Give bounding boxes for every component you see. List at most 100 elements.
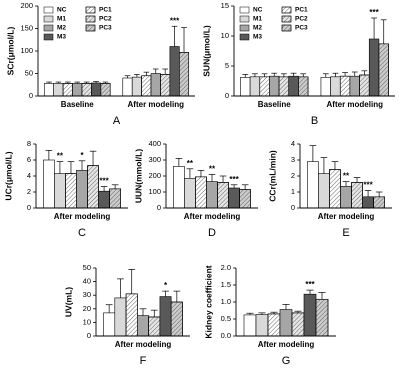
bar-hatch bbox=[315, 298, 329, 337]
bar bbox=[349, 75, 360, 97]
legend-hatch bbox=[281, 6, 292, 14]
y-tick-label: 400 bbox=[148, 139, 161, 148]
x-tick-label: After modeling bbox=[327, 100, 384, 109]
y-axis-label: UUN(mmol/L) bbox=[133, 149, 143, 203]
panel-letter: B bbox=[311, 115, 318, 127]
bar bbox=[240, 77, 251, 97]
bar-hatch bbox=[291, 312, 305, 337]
y-axis-label: SUN(μmol/L) bbox=[201, 25, 211, 77]
panel-letter: D bbox=[208, 227, 216, 239]
legend-label: PC1 bbox=[99, 7, 112, 14]
y-tick-label: 0 bbox=[27, 203, 31, 212]
bar bbox=[169, 46, 180, 97]
bar-hatch bbox=[298, 76, 309, 97]
legend-label: PC1 bbox=[295, 7, 308, 14]
bar bbox=[307, 161, 319, 209]
bar bbox=[76, 170, 88, 209]
bar-hatch bbox=[259, 76, 270, 97]
legend-swatch bbox=[43, 15, 54, 23]
bar-hatch bbox=[100, 83, 111, 97]
bar-hatch bbox=[373, 196, 385, 209]
bar-hatch bbox=[141, 75, 152, 97]
significance-label: * bbox=[80, 151, 84, 160]
y-tick-label: 40 bbox=[83, 277, 91, 286]
legend-hatch bbox=[281, 15, 292, 23]
bar-hatch bbox=[339, 75, 351, 97]
bar-hatch bbox=[217, 182, 229, 209]
legend-label: M3 bbox=[57, 34, 66, 41]
y-tick-label: 0 bbox=[87, 331, 91, 340]
y-tick-label: 20 bbox=[83, 304, 91, 313]
y-tick-label: 6 bbox=[27, 155, 31, 164]
x-tick-label: After modeling bbox=[128, 100, 185, 109]
bar-hatch bbox=[109, 188, 121, 209]
bar-hatch bbox=[179, 52, 190, 97]
x-tick-label: After modeling bbox=[318, 212, 375, 221]
legend-label: PC3 bbox=[99, 25, 112, 32]
bar-hatch bbox=[65, 173, 77, 209]
y-tick-label: 3 bbox=[291, 155, 295, 164]
x-tick-label: After modeling bbox=[115, 340, 172, 349]
y-tick-label: 0 bbox=[29, 91, 33, 100]
legend-label: PC3 bbox=[295, 25, 308, 32]
y-tick-label: 30 bbox=[83, 290, 91, 299]
legend-hatch bbox=[281, 24, 292, 32]
bar bbox=[43, 83, 54, 97]
legend-swatch bbox=[239, 33, 250, 41]
legend-label: M3 bbox=[253, 34, 262, 41]
y-tick-label: 2.0 bbox=[221, 263, 231, 272]
panel-letter: C bbox=[78, 227, 86, 239]
bar bbox=[173, 166, 185, 209]
significance-label: *** bbox=[369, 8, 379, 17]
legend-swatch bbox=[43, 24, 54, 32]
y-tick-label: 2 bbox=[27, 187, 31, 196]
bar bbox=[320, 77, 331, 97]
bar bbox=[131, 76, 142, 97]
legend-swatch bbox=[43, 6, 54, 14]
y-tick-label: 100 bbox=[20, 46, 33, 55]
y-axis-label: CCr(mL/min) bbox=[267, 150, 277, 202]
legend-label: M1 bbox=[253, 16, 262, 23]
y-tick-label: 15 bbox=[221, 1, 229, 10]
legend-label: NC bbox=[253, 7, 263, 14]
bar bbox=[53, 83, 64, 97]
significance-label: ** bbox=[187, 159, 194, 168]
bar bbox=[303, 293, 317, 337]
panel-letter: G bbox=[282, 355, 291, 367]
legend-swatch bbox=[239, 15, 250, 23]
bar-hatch bbox=[125, 293, 138, 337]
y-tick-label: 10 bbox=[83, 317, 91, 326]
legend-hatch bbox=[85, 24, 96, 32]
bar bbox=[255, 314, 269, 337]
y-tick-label: 0 bbox=[291, 203, 295, 212]
x-tick-label: Baseline bbox=[61, 100, 94, 109]
x-tick-label: Baseline bbox=[258, 100, 291, 109]
bar bbox=[330, 76, 341, 97]
bar bbox=[150, 73, 161, 97]
bar bbox=[137, 315, 149, 337]
bar-hatch bbox=[329, 169, 341, 209]
y-axis-label: SCr(μmol/L) bbox=[5, 27, 15, 76]
bar bbox=[228, 187, 240, 209]
bar bbox=[103, 312, 116, 337]
bar-hatch bbox=[170, 301, 183, 337]
bar bbox=[249, 76, 261, 97]
y-tick-label: 200 bbox=[148, 171, 161, 180]
bar bbox=[43, 159, 55, 209]
bar-hatch bbox=[278, 76, 290, 97]
y-tick-label: 0 bbox=[157, 203, 161, 212]
bar bbox=[184, 178, 196, 209]
bar bbox=[159, 296, 172, 337]
y-tick-label: 150 bbox=[20, 23, 33, 32]
bar bbox=[98, 190, 110, 209]
significance-label: ** bbox=[209, 165, 216, 174]
bar bbox=[91, 82, 102, 97]
y-tick-label: 50 bbox=[25, 68, 33, 77]
y-tick-label: 300 bbox=[148, 155, 161, 164]
y-tick-label: 0.0 bbox=[221, 331, 231, 340]
y-tick-label: 1.5 bbox=[221, 280, 231, 289]
bar bbox=[362, 196, 374, 209]
x-tick-label: After modeling bbox=[258, 340, 315, 349]
significance-label: *** bbox=[170, 16, 180, 25]
significance-label: *** bbox=[99, 177, 109, 186]
